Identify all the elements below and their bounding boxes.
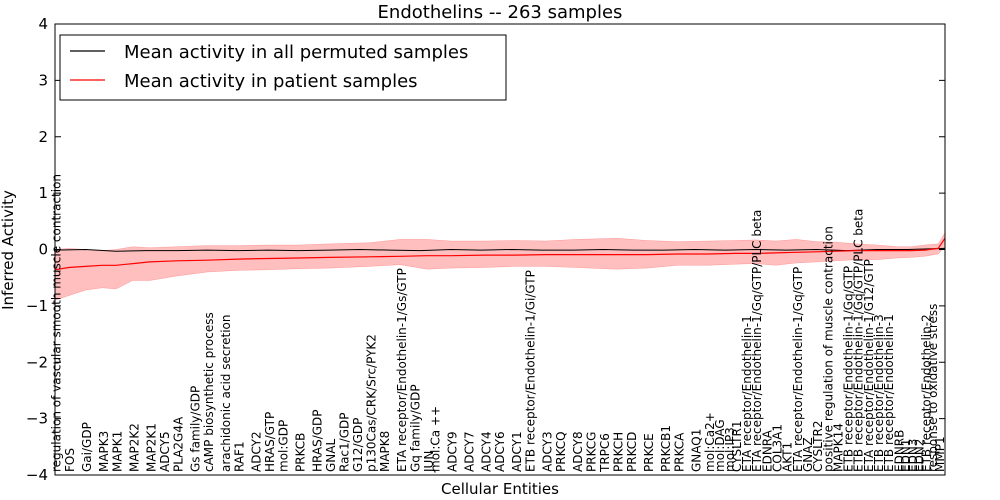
entity-label: FOS — [63, 448, 77, 472]
entity-label: mol:Ca ++ — [429, 406, 443, 472]
entity-label: MAPK1 — [111, 431, 125, 472]
legend-label-permuted: Mean activity in all permuted samples — [124, 42, 468, 63]
entity-label: mol:GDP — [276, 420, 290, 472]
entity-label: mol:IP3 — [723, 427, 737, 472]
y-axis-title: Inferred Activity — [0, 190, 17, 310]
entity-label: EDN1 — [899, 439, 913, 472]
entity-label: AKT1 — [781, 442, 795, 472]
entity-label: ETB receptor/Endothelin-1 — [882, 314, 896, 472]
patient-confidence-band — [55, 232, 945, 301]
entity-label: ADCY6 — [493, 431, 507, 472]
y-tick-label: 2 — [38, 128, 48, 146]
legend-label-patient: Mean activity in patient samples — [124, 71, 418, 92]
y-tick-label: −4 — [26, 466, 48, 484]
entity-label: MAPK14 — [831, 423, 845, 472]
entity-label: ETA receptor/Endothelin-1/Gq/GTP/PLC bet… — [750, 210, 764, 472]
entity-label: MAP2K1 — [144, 423, 158, 472]
entity-label: MAP2K2 — [128, 423, 142, 472]
legend-box — [59, 34, 507, 101]
y-tick-label: 4 — [38, 15, 48, 33]
entity-label: PLA2G4A — [172, 416, 186, 472]
entity-label: cAMP biosynthetic process — [202, 312, 216, 472]
y-tick-label: 3 — [38, 71, 48, 89]
entity-label: HRAS/GDP — [310, 409, 324, 472]
entity-label: PRKCB1 — [659, 425, 673, 472]
entity-label: MAPK8 — [378, 431, 392, 472]
entity-label: CYSLTR2 — [811, 421, 825, 472]
y-tick-label: −1 — [26, 297, 48, 315]
entity-label: ADCY5 — [158, 431, 172, 472]
legend: Mean activity in all permuted samples Me… — [59, 34, 507, 101]
y-tick-label: 0 — [38, 241, 48, 259]
entity-label: Gs family/GDP — [188, 386, 202, 472]
entity-label: PRKCA — [672, 432, 686, 472]
entity-label: EDN3 — [906, 439, 920, 472]
entity-label: mol:Ca2+ — [703, 412, 717, 472]
y-tick-label: 1 — [38, 184, 48, 202]
entity-label: G12/GDP — [351, 418, 365, 472]
entity-label: ETA receptor/Endothelin-1/Gq/GTP — [791, 267, 805, 472]
x-axis-title: Cellular Entities — [441, 480, 559, 498]
entity-label: ADCY8 — [571, 431, 585, 472]
entity-label: RAF1 — [232, 441, 246, 472]
permuted-mean-line — [55, 247, 945, 252]
y-tick-label: −3 — [26, 410, 48, 428]
entity-label: PRKCE — [642, 433, 656, 472]
entity-label: JUN — [422, 451, 436, 473]
entity-label: EDN2 — [913, 439, 927, 472]
entity-label: Rac1/GDP — [337, 413, 351, 472]
entity-label: arachidonic acid secretion — [219, 315, 233, 472]
entity-label: MMP1 — [933, 436, 947, 472]
entity-label: ADCY9 — [446, 431, 460, 472]
entity-label: ETB receptor/Endothelin-1/Gq/GTP — [842, 266, 856, 472]
entity-label: GNAL — [324, 439, 338, 472]
entity-label: CYSLTR1 — [730, 421, 744, 472]
entity-label: ETB receptor/Endothelin-3 — [872, 314, 886, 472]
entity-label: ETA receptor/Endothelin-1/G12/GTP — [862, 259, 876, 472]
entity-label: ETA receptor/Endothelin-1/Gs/GTP — [395, 268, 409, 472]
entity-label: PRKCG — [584, 432, 598, 472]
entity-label: Gq family/GDP — [408, 384, 422, 472]
chart-title: Endothelins -- 263 samples — [378, 2, 623, 23]
entity-label: regulation of vascular smooth muscle con… — [50, 174, 64, 472]
entity-label: ADCY2 — [249, 431, 263, 472]
entity-label: TRPC6 — [598, 433, 612, 473]
axes: −4 −3 −2 −1 0 1 2 3 4 — [26, 15, 946, 484]
entity-label: PRKCB — [293, 433, 307, 472]
entity-label: ETA receptor/Endothelin-1 — [740, 315, 754, 472]
entity-label: PRKCD — [625, 432, 639, 472]
entity-label: MAPK3 — [97, 431, 111, 472]
entity-label: ETB receptor/Endothelin-2 — [919, 314, 933, 472]
entity-label: ADCY3 — [540, 431, 554, 472]
entity-label: ADCY1 — [510, 431, 524, 472]
y-tick-label: −2 — [26, 353, 48, 371]
patient-mean-line — [55, 237, 945, 271]
entity-label: response to oxidative stress — [926, 304, 940, 472]
entity-label: ETB receptor/Endothelin-1/Gi/GTP — [524, 270, 538, 472]
entity-label: GNAZ — [801, 437, 815, 472]
entity-labels: regulation of vascular smooth muscle con… — [50, 174, 947, 473]
entity-label: Gai/GDP — [80, 422, 94, 472]
entity-label: mol:DAG — [713, 419, 727, 472]
entity-label: ETB receptor/Endothelin-1/Gq/GTP/PLC bet… — [852, 209, 866, 472]
entity-label: ADCY7 — [463, 431, 477, 472]
entity-label: EDNRB — [892, 430, 906, 472]
entity-label: EDNRA — [760, 429, 774, 472]
entity-label: COL3A1 — [771, 424, 785, 472]
plot-area — [55, 232, 945, 301]
entity-label: p130Cas/CRK/Src/PYK2 — [364, 334, 378, 472]
entity-label: HRAS/GTP — [263, 412, 277, 472]
entity-label: GNAQ1 — [689, 429, 703, 472]
entity-label: PRKCH — [611, 432, 625, 472]
entity-label: ADCY4 — [480, 431, 494, 472]
entity-label: PRKCQ — [554, 431, 568, 472]
entity-label: positive regulation of muscle contractio… — [821, 226, 835, 472]
